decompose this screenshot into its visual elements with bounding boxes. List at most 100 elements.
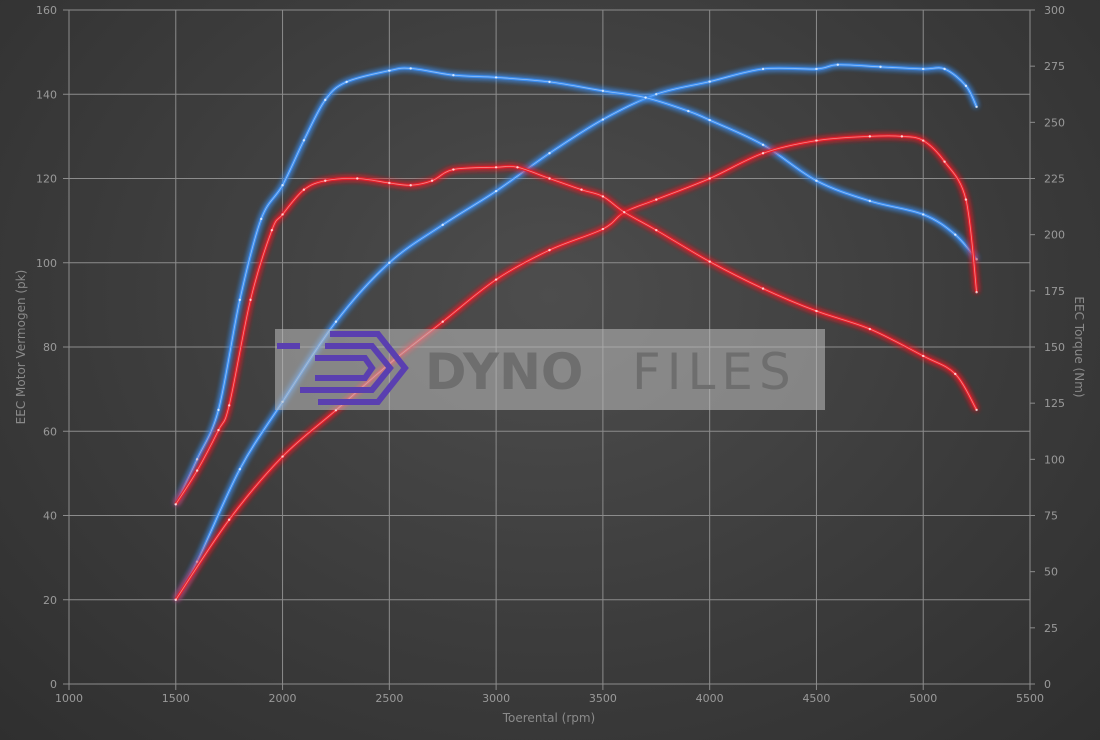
data-point xyxy=(324,98,327,102)
data-point xyxy=(452,73,455,77)
data-point xyxy=(345,80,348,84)
y-right-tick-label: 175 xyxy=(1044,285,1065,298)
data-point xyxy=(964,84,968,88)
y-right-tick-label: 200 xyxy=(1044,229,1065,242)
y-left-tick-label: 20 xyxy=(43,594,57,607)
data-point xyxy=(708,177,711,180)
y-right-tick-label: 50 xyxy=(1044,566,1058,579)
tick-labels: 1000 1500 2000 2500 3000 3500 4000 4500 5000 5500… xyxy=(36,4,1065,705)
data-point xyxy=(227,518,231,521)
data-point xyxy=(388,69,391,72)
data-point xyxy=(270,228,274,232)
y-right-tick-label: 250 xyxy=(1044,116,1065,129)
data-point xyxy=(195,560,199,564)
data-point xyxy=(601,118,605,121)
data-point xyxy=(708,80,711,83)
x-tick-label: 2500 xyxy=(375,692,403,705)
data-point xyxy=(655,228,658,232)
data-point xyxy=(281,213,284,216)
data-point xyxy=(943,160,946,163)
x-tick-label: 3000 xyxy=(482,692,510,705)
data-point xyxy=(761,143,765,146)
x-tick-label: 4500 xyxy=(802,692,830,705)
data-point xyxy=(516,166,519,169)
y-left-tick-label: 140 xyxy=(36,88,57,101)
data-point xyxy=(195,458,199,461)
data-point xyxy=(548,80,551,84)
x-tick-label: 2000 xyxy=(269,692,297,705)
data-point xyxy=(879,65,882,69)
data-point xyxy=(452,168,455,171)
data-point xyxy=(644,96,647,99)
y-left-tick-label: 100 xyxy=(36,257,57,270)
y-right-tick-label: 0 xyxy=(1044,678,1051,691)
x-tick-label: 5000 xyxy=(909,692,937,705)
data-point xyxy=(548,248,551,252)
data-point xyxy=(868,199,872,203)
data-point xyxy=(260,217,263,221)
x-tick-label: 5500 xyxy=(1016,692,1044,705)
y-right-tick-label: 25 xyxy=(1044,622,1058,635)
data-point xyxy=(217,408,220,412)
data-point xyxy=(388,181,391,185)
data-point xyxy=(815,67,818,71)
data-point xyxy=(708,260,711,263)
y-right-tick-label: 75 xyxy=(1044,510,1058,523)
data-point xyxy=(494,278,498,281)
y-left-tick-label: 60 xyxy=(43,425,57,438)
data-point xyxy=(975,258,978,261)
y-left-tick-label: 120 xyxy=(36,173,57,186)
data-point xyxy=(356,177,359,180)
y-right-tick-label: 275 xyxy=(1044,60,1065,73)
data-point xyxy=(601,227,605,231)
series-highlight-1 xyxy=(175,67,977,505)
data-point xyxy=(217,428,220,432)
y-right-tick-label: 150 xyxy=(1044,341,1065,354)
data-point xyxy=(815,139,818,142)
y-right-axis-label: EEC Torque (Nm) xyxy=(1072,296,1086,397)
data-point xyxy=(441,223,444,227)
data-point xyxy=(494,166,498,169)
y-left-tick-label: 40 xyxy=(43,510,57,523)
data-point xyxy=(601,89,605,93)
series-line-3 xyxy=(174,164,978,506)
data-point xyxy=(195,469,199,472)
data-point xyxy=(409,67,412,70)
data-point xyxy=(580,188,583,191)
data-point xyxy=(954,372,957,376)
dynofiles-logo-icon xyxy=(277,331,409,405)
data-point xyxy=(324,179,327,182)
y-left-axis-label: EEC Motor Vermogen (pk) xyxy=(14,270,28,425)
data-point xyxy=(409,184,412,187)
data-point xyxy=(943,67,946,71)
data-point xyxy=(815,309,818,313)
data-point xyxy=(494,76,498,79)
watermark-text-light: FILES xyxy=(632,343,797,401)
data-point xyxy=(975,408,978,412)
data-point xyxy=(975,105,978,109)
data-point xyxy=(655,93,658,96)
data-point xyxy=(334,320,338,323)
x-tick-label: 1500 xyxy=(162,692,190,705)
data-point xyxy=(441,320,444,323)
data-point xyxy=(815,179,818,182)
data-point xyxy=(761,287,765,290)
x-axis-label: Toerental (rpm) xyxy=(502,711,595,725)
series-highlight-3 xyxy=(175,165,977,505)
y-right-tick-label: 100 xyxy=(1044,453,1065,466)
x-tick-label: 4000 xyxy=(696,692,724,705)
data-point xyxy=(687,109,690,113)
y-right-tick-label: 125 xyxy=(1044,397,1065,410)
data-point xyxy=(249,298,252,302)
y-right-tick-label: 300 xyxy=(1044,4,1065,17)
data-point xyxy=(761,67,765,71)
data-point xyxy=(922,67,925,71)
data-point xyxy=(761,152,765,155)
series-line-1 xyxy=(174,66,978,505)
data-point xyxy=(655,198,658,201)
data-point xyxy=(281,455,284,458)
data-point xyxy=(922,354,925,358)
data-point xyxy=(281,184,284,187)
data-point xyxy=(174,503,177,506)
data-point xyxy=(868,327,872,331)
